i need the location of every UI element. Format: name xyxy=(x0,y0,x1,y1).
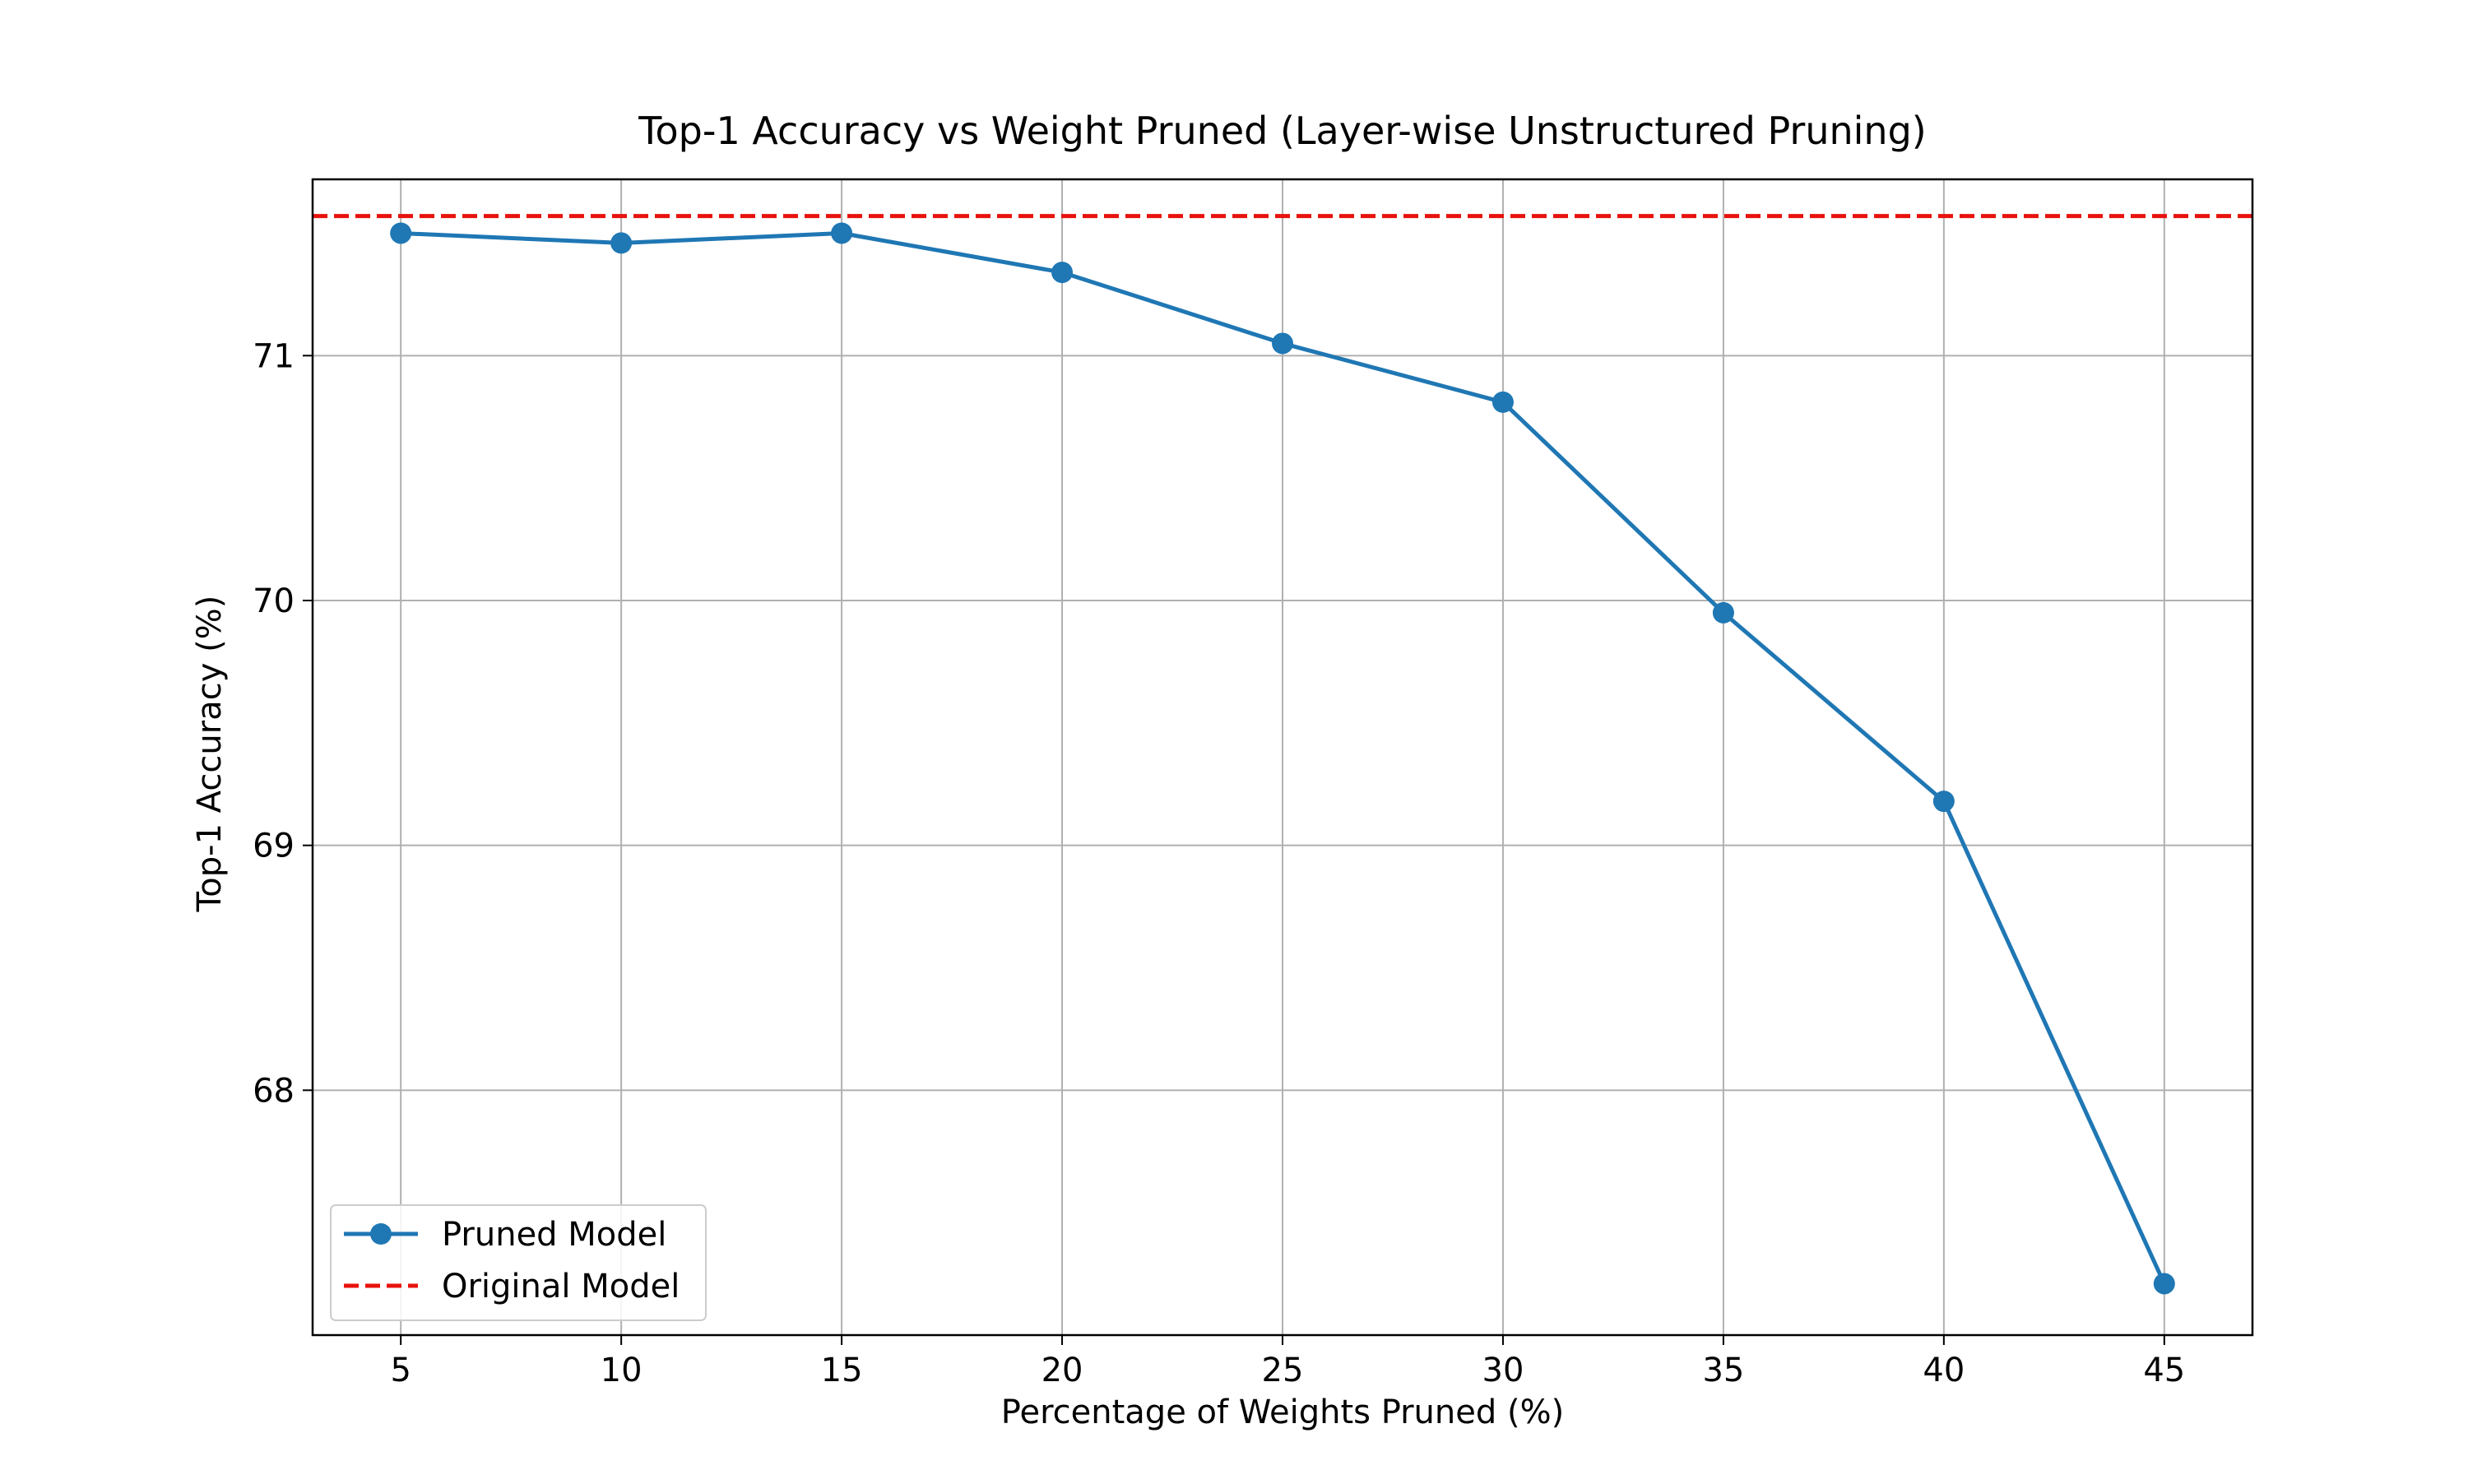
y-axis-label: Top-1 Accuracy (%) xyxy=(191,596,229,913)
x-tick-label: 45 xyxy=(2143,1352,2185,1389)
legend-label-original-model: Original Model xyxy=(442,1268,680,1305)
pruned-model-point xyxy=(1272,332,1293,355)
y-tick-label: 70 xyxy=(253,582,295,620)
x-tick-label: 25 xyxy=(1262,1352,1304,1389)
x-tick-label: 15 xyxy=(821,1352,863,1389)
pruned-model-point xyxy=(1712,601,1734,624)
axis-ticks: 5 10 15 20 25 30 35 40 45 68 69 70 71 xyxy=(253,337,2185,1389)
pruned-model-point xyxy=(390,222,412,244)
pruned-model-point xyxy=(610,232,633,254)
x-axis-label: Percentage of Weights Pruned (%) xyxy=(1001,1394,1564,1431)
x-tick-label: 40 xyxy=(1923,1352,1965,1389)
y-tick-label: 71 xyxy=(253,337,295,375)
x-tick-label: 30 xyxy=(1482,1352,1524,1389)
x-tick-label: 10 xyxy=(601,1352,643,1389)
series-layer xyxy=(390,222,2175,1295)
legend: Pruned Model Original Model xyxy=(330,1204,707,1321)
x-tick-label: 5 xyxy=(390,1352,411,1389)
pruned-model-point xyxy=(1491,391,1514,413)
legend-box xyxy=(330,1204,707,1321)
pruned-model-point xyxy=(1932,791,1955,813)
legend-pruned-marker xyxy=(370,1223,392,1245)
x-tick-label: 35 xyxy=(1702,1352,1744,1389)
grid-lines xyxy=(313,179,2252,1335)
pruned-model-point xyxy=(1051,262,1074,284)
legend-label-pruned-model: Pruned Model xyxy=(442,1216,666,1254)
x-tick-label: 20 xyxy=(1041,1352,1083,1389)
y-tick-label: 69 xyxy=(253,828,295,865)
pruned-model-point xyxy=(831,222,853,244)
y-tick-label: 68 xyxy=(253,1072,295,1110)
chart-title: Top-1 Accuracy vs Weight Pruned (Layer-w… xyxy=(638,109,1926,153)
pruned-model-point xyxy=(2153,1273,2175,1295)
